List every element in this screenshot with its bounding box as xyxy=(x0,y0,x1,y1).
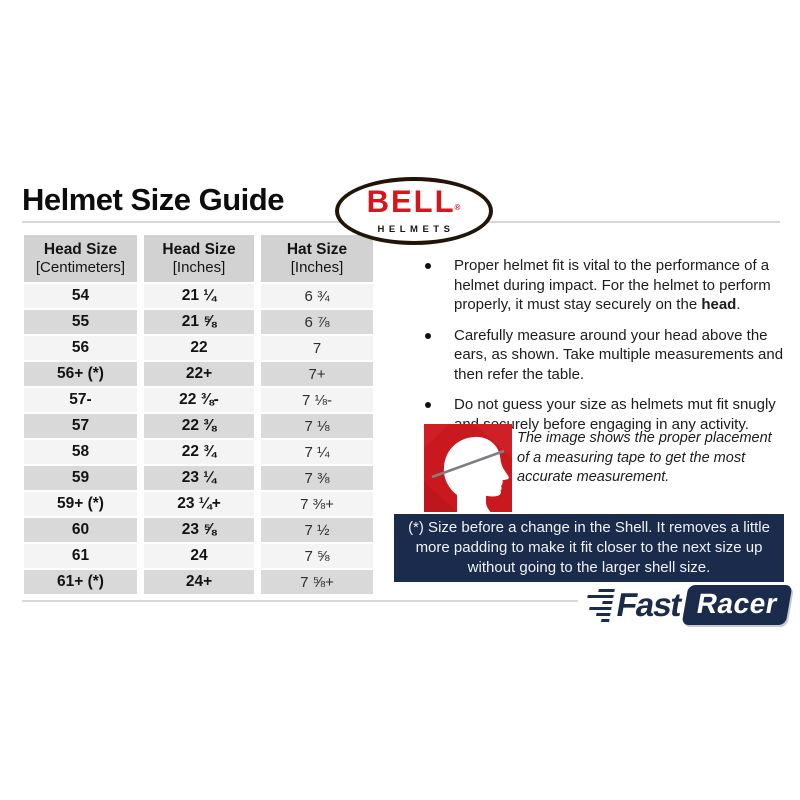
bell-logo-wordmark: BELL® xyxy=(367,185,462,224)
fit-note-item: Carefully measure around your head above… xyxy=(395,326,787,385)
size-table-body: 54 21 ¼ 6 ¾ 55 21 ⅝ 6 ⅞ 56 22 7 56+ (*) 22+ 7+ 57- 22… xyxy=(24,284,373,594)
table-cell: 6 ¾ xyxy=(261,284,373,308)
table-cell: 23 ⅝ xyxy=(144,518,254,542)
note-text-tail: . xyxy=(736,296,741,313)
table-cell: 23 ¼ xyxy=(144,466,254,490)
table-cell: 7 xyxy=(261,336,373,360)
fit-notes-list: Proper helmet fit is vital to the perfor… xyxy=(395,256,787,445)
table-cell: 7 ⅜ xyxy=(261,466,373,490)
table-cell: 24+ xyxy=(144,570,254,594)
size-table-header-row: Head Size [Centimeters] Head Size [Inche… xyxy=(24,235,373,282)
shell-note-text: (*) Size before a change in the Shell. I… xyxy=(408,519,770,576)
table-cell: 21 ⅝ xyxy=(144,310,254,334)
table-cell: 23 ¼+ xyxy=(144,492,254,516)
size-table: Head Size [Centimeters] Head Size [Inche… xyxy=(24,235,373,596)
bell-logo-subtitle: HELMETS xyxy=(377,223,455,235)
table-cell: 7 ⅜+ xyxy=(261,492,373,516)
head-profile-icon xyxy=(424,424,512,512)
header-line1: Head Size xyxy=(162,240,236,258)
table-cell: 22 ¾ xyxy=(144,440,254,464)
measuring-tape-line xyxy=(431,449,505,479)
table-cell: 22 xyxy=(144,336,254,360)
table-cell: 7 ⅛ xyxy=(261,414,373,438)
header-cell-hat-size: Hat Size [Inches] xyxy=(261,235,373,282)
table-cell: 55 xyxy=(24,310,137,334)
bullet-icon xyxy=(425,263,431,269)
fit-note-text: Carefully measure around your head above… xyxy=(454,326,784,383)
header-line1: Hat Size xyxy=(286,240,348,258)
table-cell: 7 ½ xyxy=(261,518,373,542)
table-row: 59+ (*) 23 ¼+ 7 ⅜+ xyxy=(24,492,373,516)
table-row: 55 21 ⅝ 6 ⅞ xyxy=(24,310,373,334)
registered-trademark-icon: ® xyxy=(454,202,461,212)
table-row: 57- 22 ⅜- 7 ⅛- xyxy=(24,388,373,412)
header-cell-head-size-cm: Head Size [Centimeters] xyxy=(24,235,137,282)
table-cell: 57- xyxy=(24,388,137,412)
table-cell: 22+ xyxy=(144,362,254,386)
fit-note-text: Proper helmet fit is vital to the perfor… xyxy=(454,257,771,313)
table-cell: 59 xyxy=(24,466,137,490)
table-row: 61 24 7 ⅝ xyxy=(24,544,373,568)
bell-logo-text: BELL xyxy=(366,183,456,219)
table-cell: 22 ⅜ xyxy=(144,414,254,438)
table-row: 56 22 7 xyxy=(24,336,373,360)
table-cell: 22 ⅜- xyxy=(144,388,254,412)
table-row: 61+ (*) 24+ 7 ⅝+ xyxy=(24,570,373,594)
figure-caption: The image shows the proper placement of … xyxy=(517,430,772,485)
speed-lines-icon xyxy=(583,588,615,622)
table-cell: 7 ⅝ xyxy=(261,544,373,568)
fit-note-text: Do not guess your size as helmets mut fi… xyxy=(454,396,776,433)
shell-note-banner: (*) Size before a change in the Shell. I… xyxy=(394,514,784,582)
table-cell: 7 ¼ xyxy=(261,440,373,464)
header-cell-head-size-in: Head Size [Inches] xyxy=(144,235,254,282)
table-cell: 21 ¼ xyxy=(144,284,254,308)
table-cell: 7+ xyxy=(261,362,373,386)
table-row: 60 23 ⅝ 7 ½ xyxy=(24,518,373,542)
header-line2: [Centimeters] xyxy=(35,258,126,276)
head-measurement-figure xyxy=(424,424,512,512)
fastracer-logo: Fast Racer xyxy=(582,584,793,626)
note-text-bold: head xyxy=(701,296,737,313)
table-cell: 57 xyxy=(24,414,137,438)
table-cell: 7 ⅝+ xyxy=(261,570,373,594)
table-row: 58 22 ¾ 7 ¼ xyxy=(24,440,373,464)
table-cell: 61+ (*) xyxy=(24,570,137,594)
table-cell: 56 xyxy=(24,336,137,360)
divider-bottom xyxy=(22,600,578,602)
table-cell: 61 xyxy=(24,544,137,568)
table-cell: 60 xyxy=(24,518,137,542)
page-title: Helmet Size Guide xyxy=(22,182,284,217)
table-cell: 7 ⅛- xyxy=(261,388,373,412)
table-cell: 58 xyxy=(24,440,137,464)
table-row: 59 23 ¼ 7 ⅜ xyxy=(24,466,373,490)
table-row: 57 22 ⅜ 7 ⅛ xyxy=(24,414,373,438)
table-row: 56+ (*) 22+ 7+ xyxy=(24,362,373,386)
fastracer-logo-racer-box: Racer xyxy=(681,585,793,625)
table-cell: 54 xyxy=(24,284,137,308)
table-row: 54 21 ¼ 6 ¾ xyxy=(24,284,373,308)
header-line2: [Inches] xyxy=(172,258,226,276)
fit-note-item: Proper helmet fit is vital to the perfor… xyxy=(395,256,787,315)
header-line2: [Inches] xyxy=(290,258,344,276)
table-cell: 56+ (*) xyxy=(24,362,137,386)
table-cell: 6 ⅞ xyxy=(261,310,373,334)
table-cell: 59+ (*) xyxy=(24,492,137,516)
bullet-icon xyxy=(425,402,431,408)
fit-note-item: Do not guess your size as helmets mut fi… xyxy=(395,395,787,434)
bell-helmets-logo: BELL® HELMETS xyxy=(335,177,493,245)
fastracer-logo-fast: Fast xyxy=(613,586,685,623)
bullet-icon xyxy=(425,332,431,339)
header-line1: Head Size xyxy=(43,240,118,258)
table-cell: 24 xyxy=(144,544,254,568)
fastracer-logo-racer: Racer xyxy=(694,588,781,619)
note-text-lead: Proper helmet fit is vital to the perfor… xyxy=(454,257,771,313)
